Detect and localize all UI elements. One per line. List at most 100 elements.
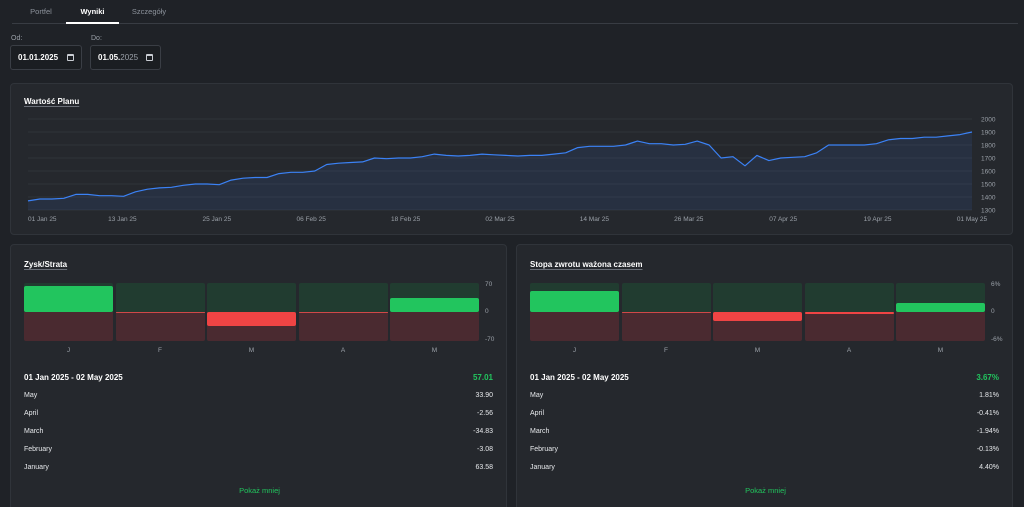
x-tick-label: 26 Mar 25 — [674, 216, 704, 223]
bar — [24, 285, 113, 312]
bar — [298, 311, 388, 313]
bar-cell — [896, 283, 985, 341]
tab-wyniki[interactable]: Wyniki — [66, 0, 119, 24]
bar — [530, 290, 619, 312]
x-tick-label: 01 May 25 — [957, 216, 988, 223]
y-tick-label: 0 — [485, 308, 489, 315]
bar-cell — [298, 283, 388, 341]
calendar-icon[interactable] — [146, 54, 153, 61]
month-row-value: 4.40% — [979, 464, 999, 471]
value-area — [28, 132, 972, 210]
x-tick-label: 19 Apr 25 — [864, 216, 892, 223]
month-row-value: -34.83 — [473, 428, 493, 435]
y-tick-label: 1700 — [981, 156, 996, 163]
tab-szczegoly[interactable]: Szczegóły — [131, 7, 167, 16]
bar — [390, 297, 479, 312]
month-row-label: May — [24, 392, 38, 399]
x-tick-label: 02 Mar 25 — [485, 216, 515, 223]
bar — [896, 303, 985, 312]
date-from-value: 01.01.2025 — [18, 53, 59, 62]
bar — [207, 312, 296, 327]
bar — [713, 312, 802, 322]
twr-title: Stopa zwrotu ważona czasem — [530, 260, 643, 269]
bar-cell — [24, 283, 113, 341]
profit-loss-show-less-button[interactable]: Pokaż mniej — [239, 486, 280, 495]
twr-card: Stopa zwrotu ważona czasem J F M A M 6% 0 -6% 0… — [516, 244, 1013, 507]
month-tick-label: M — [937, 347, 944, 354]
x-tick-label: 13 Jan 25 — [108, 216, 137, 223]
profit-loss-title: Zysk/Strata — [24, 260, 68, 269]
date-to-input[interactable]: 01.05.2025 — [90, 45, 161, 70]
twr-show-less-button[interactable]: Pokaż mniej — [745, 486, 786, 495]
y-tick-label: 2000 — [981, 117, 996, 124]
month-tick-label: M — [248, 347, 255, 354]
profit-loss-total: 57.01 — [472, 373, 493, 382]
bar-cell — [804, 283, 894, 341]
bar-cell — [713, 283, 802, 341]
month-row-value: -2.56 — [477, 410, 493, 417]
y-tick-label: 1300 — [981, 208, 996, 215]
date-from-input[interactable]: 01.01.2025 — [10, 45, 82, 70]
month-tick-label: A — [340, 347, 346, 354]
bar-cell — [207, 283, 296, 341]
bar — [115, 311, 205, 313]
bar-cell — [621, 283, 711, 341]
month-row-label: February — [530, 446, 559, 453]
month-tick-label: J — [66, 347, 71, 354]
y-tick-label: -70 — [485, 336, 495, 343]
x-tick-label: 25 Jan 25 — [203, 216, 232, 223]
month-row-value: 63.58 — [475, 464, 493, 471]
month-tick-label: F — [664, 347, 668, 354]
y-tick-label: 1900 — [981, 130, 996, 137]
month-row-label: March — [24, 428, 44, 435]
bar — [621, 311, 711, 313]
plan-value-card: Wartość Planu 2000 1900 1800 1700 1600 1500 14… — [10, 83, 1013, 235]
month-row-label: April — [24, 410, 39, 417]
date-to-value: 01.05.2025 — [98, 53, 139, 62]
month-row-value: 1.81% — [979, 392, 999, 399]
bar-cell — [530, 283, 619, 341]
x-tick-label: 07 Apr 25 — [769, 216, 797, 223]
date-from-label: Od: — [11, 35, 23, 42]
profit-loss-range: 01 Jan 2025 - 02 May 2025 — [24, 373, 123, 382]
bar — [804, 312, 894, 314]
month-row-label: January — [530, 464, 555, 471]
twr-range: 01 Jan 2025 - 02 May 2025 — [530, 373, 629, 382]
y-tick-label: 1800 — [981, 143, 996, 150]
bar-cell — [115, 283, 205, 341]
plan-value-title: Wartość Planu — [24, 97, 80, 106]
x-tick-label: 18 Feb 25 — [391, 216, 421, 223]
y-tick-label: 1600 — [981, 169, 996, 176]
tab-portfel[interactable]: Portfel — [30, 7, 52, 16]
month-row-value: -1.94% — [976, 428, 999, 435]
x-tick-label: 06 Feb 25 — [297, 216, 327, 223]
month-row-label: May — [530, 392, 544, 399]
y-tick-label: 1500 — [981, 182, 996, 189]
month-row-label: January — [24, 464, 49, 471]
calendar-icon[interactable] — [67, 54, 74, 61]
month-tick-label: J — [572, 347, 577, 354]
x-tick-label: 14 Mar 25 — [580, 216, 610, 223]
y-tick-label: -6% — [991, 336, 1003, 343]
tab-bar: Portfel Wyniki Szczegóły — [12, 0, 1018, 24]
x-tick-label: 01 Jan 25 — [28, 216, 57, 223]
month-row-label: April — [530, 410, 545, 417]
y-tick-label: 1400 — [981, 195, 996, 202]
month-tick-label: M — [431, 347, 438, 354]
month-row-value: 33.90 — [475, 392, 493, 399]
value-line — [27, 131, 973, 202]
month-tick-label: A — [846, 347, 852, 354]
month-row-value: -3.08 — [477, 446, 493, 453]
twr-total: 3.67% — [976, 373, 999, 382]
y-tick-label: 0 — [991, 308, 995, 315]
plan-value-chart: 2000 1900 1800 1700 1600 1500 1400 1300 01 Jan 2… — [27, 117, 996, 223]
month-tick-label: F — [158, 347, 162, 354]
month-row-value: -0.13% — [976, 446, 999, 453]
date-to-label: Do: — [91, 35, 102, 42]
y-tick-label: 6% — [991, 281, 1001, 288]
month-row-label: February — [24, 446, 53, 453]
month-row-value: -0.41% — [976, 410, 999, 417]
month-row-label: March — [530, 428, 550, 435]
profit-loss-card: Zysk/Strata J F M A M 70 0 -70 01 Jan 2025 - 02… — [10, 244, 507, 507]
bar-cell — [390, 283, 479, 341]
